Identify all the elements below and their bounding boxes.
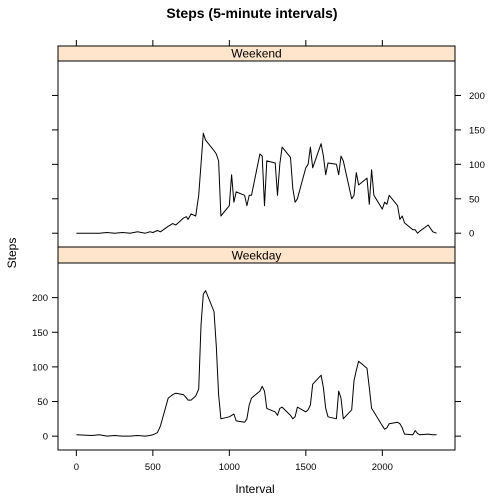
y-tick-label-weekend-50: 50: [469, 194, 480, 205]
strip-label-weekday: Weekday: [232, 249, 282, 263]
y-tick-label-weekend-200: 200: [469, 91, 485, 102]
series-line-weekday: [76, 290, 437, 437]
panel-frame-weekend: [57, 60, 456, 248]
y-tick-label-weekend-150: 150: [469, 125, 485, 136]
y-tick-label-weekday-100: 100: [32, 362, 48, 373]
strip-label-weekend: Weekend: [231, 47, 281, 61]
x-tick-label-1500: 1500: [295, 462, 316, 473]
x-tick-label-1000: 1000: [219, 462, 240, 473]
y-tick-label-weekday-150: 150: [32, 328, 48, 339]
y-tick-label-weekend-100: 100: [469, 160, 485, 171]
x-axis-label: Interval: [235, 482, 274, 496]
y-tick-label-weekday-200: 200: [32, 293, 48, 304]
panel-frame-weekday: [57, 262, 456, 451]
series-line-weekend: [76, 132, 437, 234]
y-tick-label-weekday-0: 0: [43, 432, 48, 443]
x-tick-label-0: 0: [74, 462, 79, 473]
chart-title: Steps (5-minute intervals): [166, 5, 337, 21]
x-tick-label-2000: 2000: [372, 462, 393, 473]
y-tick-label-weekend-0: 0: [469, 229, 474, 240]
y-tick-label-weekday-50: 50: [37, 397, 48, 408]
x-tick-label-500: 500: [145, 462, 161, 473]
y-axis-label: Steps: [5, 238, 19, 269]
